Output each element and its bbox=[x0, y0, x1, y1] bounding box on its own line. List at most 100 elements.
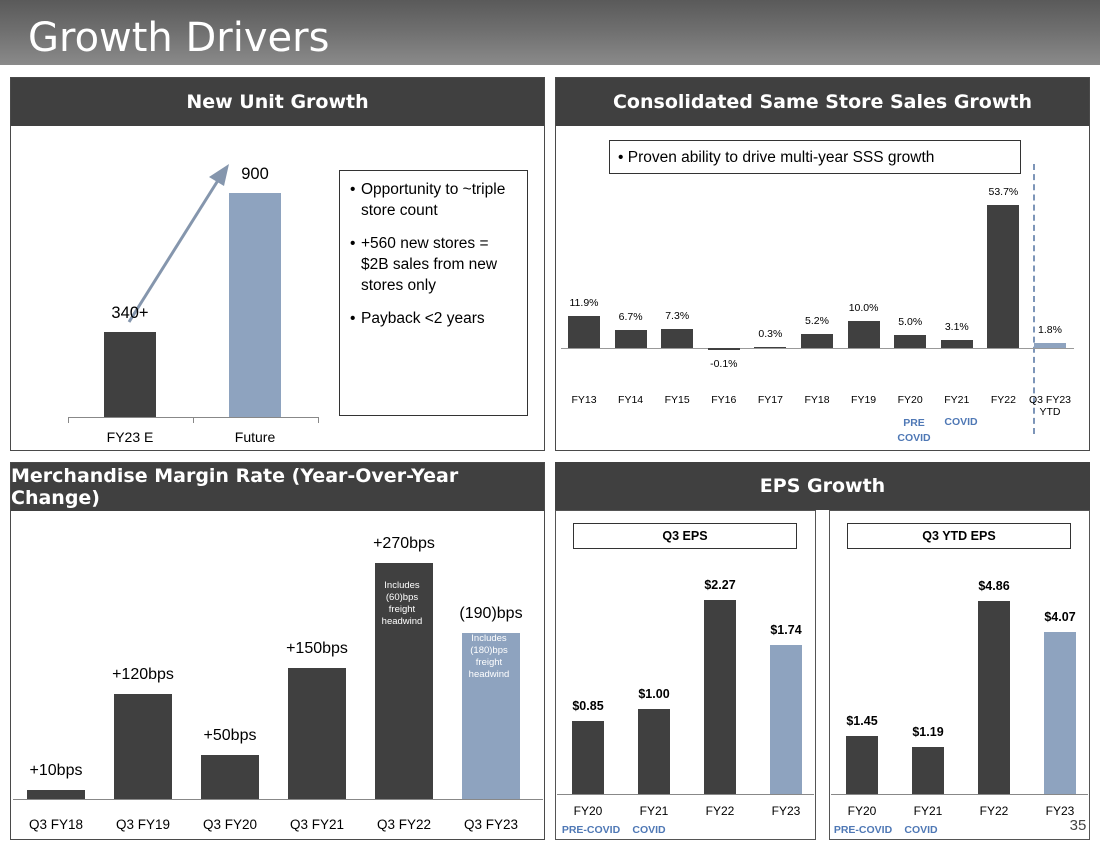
margin-value-label: +10bps bbox=[29, 762, 83, 780]
sss-value-label: 3.1% bbox=[944, 320, 969, 333]
sss-x-axis bbox=[561, 348, 1074, 349]
sss-value-label: 5.2% bbox=[805, 315, 829, 328]
margin-category-label: Q3 FY20 bbox=[202, 817, 258, 832]
eps-q3-subpanel: Q3 EPS $0.85 FY20 $1.00 FY21 $2.27 FY22 $1.74 F… bbox=[555, 510, 816, 840]
margin-bar-q3-fy23 bbox=[462, 632, 520, 799]
eps-q3-bar-fy20 bbox=[572, 721, 604, 794]
margin-category-label: Q3 FY21 bbox=[289, 817, 345, 832]
margin-value-label: +120bps bbox=[112, 666, 174, 683]
sss-callout: • Proven ability to drive multi-year SSS… bbox=[609, 140, 1021, 174]
eps-ytd-bar-fy23 bbox=[1044, 632, 1076, 794]
margin-note-q3fy23: Includes (180)bps freight headwind bbox=[468, 633, 510, 680]
eps-ytd-value-label: $1.19 bbox=[912, 724, 944, 739]
unit-growth-value-label: 340+ bbox=[111, 304, 149, 323]
eps-ytd-bar-fy22 bbox=[978, 601, 1010, 794]
unit-growth-header: New Unit Growth bbox=[11, 78, 544, 126]
sss-value-label: 1.8% bbox=[1038, 324, 1062, 337]
margin-value-label: +270bps bbox=[373, 534, 435, 552]
margin-value-label: (190)bps bbox=[459, 604, 523, 622]
eps-ytd-x-axis bbox=[831, 794, 1088, 795]
sss-value-label: 10.0% bbox=[848, 302, 879, 315]
unit-growth-value-label: 900 bbox=[241, 165, 269, 183]
margin-x-axis bbox=[13, 799, 543, 800]
eps-q3-note-precovid: PRE-COVID bbox=[561, 824, 621, 836]
sss-category-label: FY15 bbox=[664, 394, 690, 406]
sss-bar-fy18 bbox=[801, 334, 833, 348]
sss-value-label: 6.7% bbox=[618, 311, 643, 324]
margin-bar-q3-fy19 bbox=[114, 694, 172, 799]
unit-growth-category-label: FY23 E bbox=[106, 429, 154, 445]
margin-category-label: Q3 FY22 bbox=[376, 817, 432, 832]
unit-growth-panel: New Unit Growth 340+ FY23 E 900 Future Oppo… bbox=[10, 77, 545, 451]
eps-ytd-bar-fy20 bbox=[846, 736, 878, 794]
margin-category-label: Q3 FY18 bbox=[28, 817, 84, 832]
page-number: 35 bbox=[1069, 817, 1087, 834]
unit-growth-bullet: Payback <2 years bbox=[350, 308, 519, 329]
sss-bar-q3-fy23-ytd bbox=[1034, 343, 1066, 348]
eps-ytd-note-covid: COVID bbox=[904, 824, 938, 836]
sss-bar-fy22 bbox=[987, 205, 1020, 348]
sss-value-label: -0.1% bbox=[710, 358, 738, 370]
sss-bar-fy14 bbox=[614, 330, 647, 348]
sss-category-label: FY18 bbox=[804, 394, 830, 406]
sss-value-label: 0.3% bbox=[758, 327, 783, 340]
sss-category-label: FY21 bbox=[944, 394, 970, 406]
unit-growth-bar-fy23-e bbox=[104, 332, 156, 417]
sss-category-label: FY14 bbox=[618, 394, 644, 406]
eps-q3-x-axis bbox=[557, 794, 814, 795]
eps-ytd-category-label: FY20 bbox=[847, 804, 877, 818]
sss-annotation-precovid: PRE COVID bbox=[897, 417, 931, 444]
sss-category-label: FY17 bbox=[757, 394, 783, 406]
margin-bar-q3-fy21 bbox=[288, 667, 346, 799]
eps-q3-category-label: FY20 bbox=[573, 804, 603, 818]
margin-header: Merchandise Margin Rate (Year-Over-Year … bbox=[11, 463, 544, 511]
unit-growth-arrow bbox=[127, 164, 229, 323]
eps-q3-bar-fy23 bbox=[770, 645, 802, 794]
page-title: Growth Drivers bbox=[28, 15, 330, 61]
margin-bar-q3-fy22 bbox=[375, 562, 433, 799]
eps-header: EPS Growth bbox=[555, 462, 1090, 510]
sss-value-label: 7.3% bbox=[665, 309, 690, 322]
margin-panel: Merchandise Margin Rate (Year-Over-Year … bbox=[10, 462, 545, 840]
eps-q3-category-label: FY22 bbox=[705, 804, 735, 818]
sss-bar-fy17 bbox=[754, 346, 787, 348]
eps-q3-bar-fy22 bbox=[704, 599, 736, 794]
eps-ytd-category-label: FY21 bbox=[913, 804, 943, 818]
eps-q3-value-label: $2.27 bbox=[704, 577, 736, 592]
margin-bar-q3-fy20 bbox=[201, 755, 259, 799]
unit-growth-category-label: Future bbox=[234, 429, 276, 445]
sss-panel: Consolidated Same Store Sales Growth • P… bbox=[555, 77, 1090, 451]
eps-ytd-value-label: $1.45 bbox=[846, 714, 878, 729]
sss-category-label: FY22 bbox=[990, 394, 1016, 406]
sss-bar-fy21 bbox=[940, 339, 973, 348]
eps-ytd-category-label: FY22 bbox=[979, 804, 1009, 818]
eps-q3-value-label: $0.85 bbox=[572, 699, 604, 714]
margin-bar-q3-fy18 bbox=[27, 790, 85, 799]
sss-bar-fy20 bbox=[894, 334, 927, 348]
sss-bar-fy16 bbox=[707, 348, 740, 350]
margin-category-label: Q3 FY19 bbox=[115, 817, 171, 832]
eps-panel: EPS Growth Q3 EPS $0.85 FY20 $1.00 FY21 $2.2… bbox=[555, 462, 1090, 840]
sss-category-label: FY13 bbox=[571, 394, 597, 406]
sss-category-label: Q3 FY23 YTD bbox=[1028, 394, 1072, 418]
eps-ytd-bar-fy21 bbox=[912, 746, 944, 794]
eps-ytd-subpanel: Q3 YTD EPS $1.45 FY20 $1.19 FY21 $4.86 FY22 $4… bbox=[829, 510, 1090, 840]
eps-ytd-value-label: $4.07 bbox=[1044, 610, 1076, 625]
eps-q3-category-label: FY23 bbox=[771, 804, 801, 818]
eps-q3-bar-fy21 bbox=[638, 708, 670, 794]
eps-q3-value-label: $1.74 bbox=[770, 623, 802, 638]
sss-bar-fy13 bbox=[568, 316, 600, 348]
margin-category-label: Q3 FY23 bbox=[463, 817, 519, 832]
unit-growth-bullet: Opportunity to ~triple store count bbox=[350, 179, 519, 221]
unit-growth-callout: Opportunity to ~triple store count +560 … bbox=[339, 170, 528, 416]
sss-annotation-covid: COVID bbox=[944, 416, 978, 428]
sss-callout-text: Proven ability to drive multi-year SSS g… bbox=[627, 149, 935, 166]
eps-q3-title: Q3 EPS bbox=[573, 523, 797, 549]
eps-ytd-title: Q3 YTD EPS bbox=[847, 523, 1071, 549]
sss-category-label: FY19 bbox=[851, 394, 877, 406]
eps-ytd-value-label: $4.86 bbox=[978, 579, 1010, 594]
eps-ytd-category-label: FY23 bbox=[1045, 804, 1075, 818]
sss-value-label: 11.9% bbox=[569, 297, 599, 310]
margin-value-label: +50bps bbox=[203, 727, 257, 745]
sss-bar-fy19 bbox=[847, 321, 880, 348]
